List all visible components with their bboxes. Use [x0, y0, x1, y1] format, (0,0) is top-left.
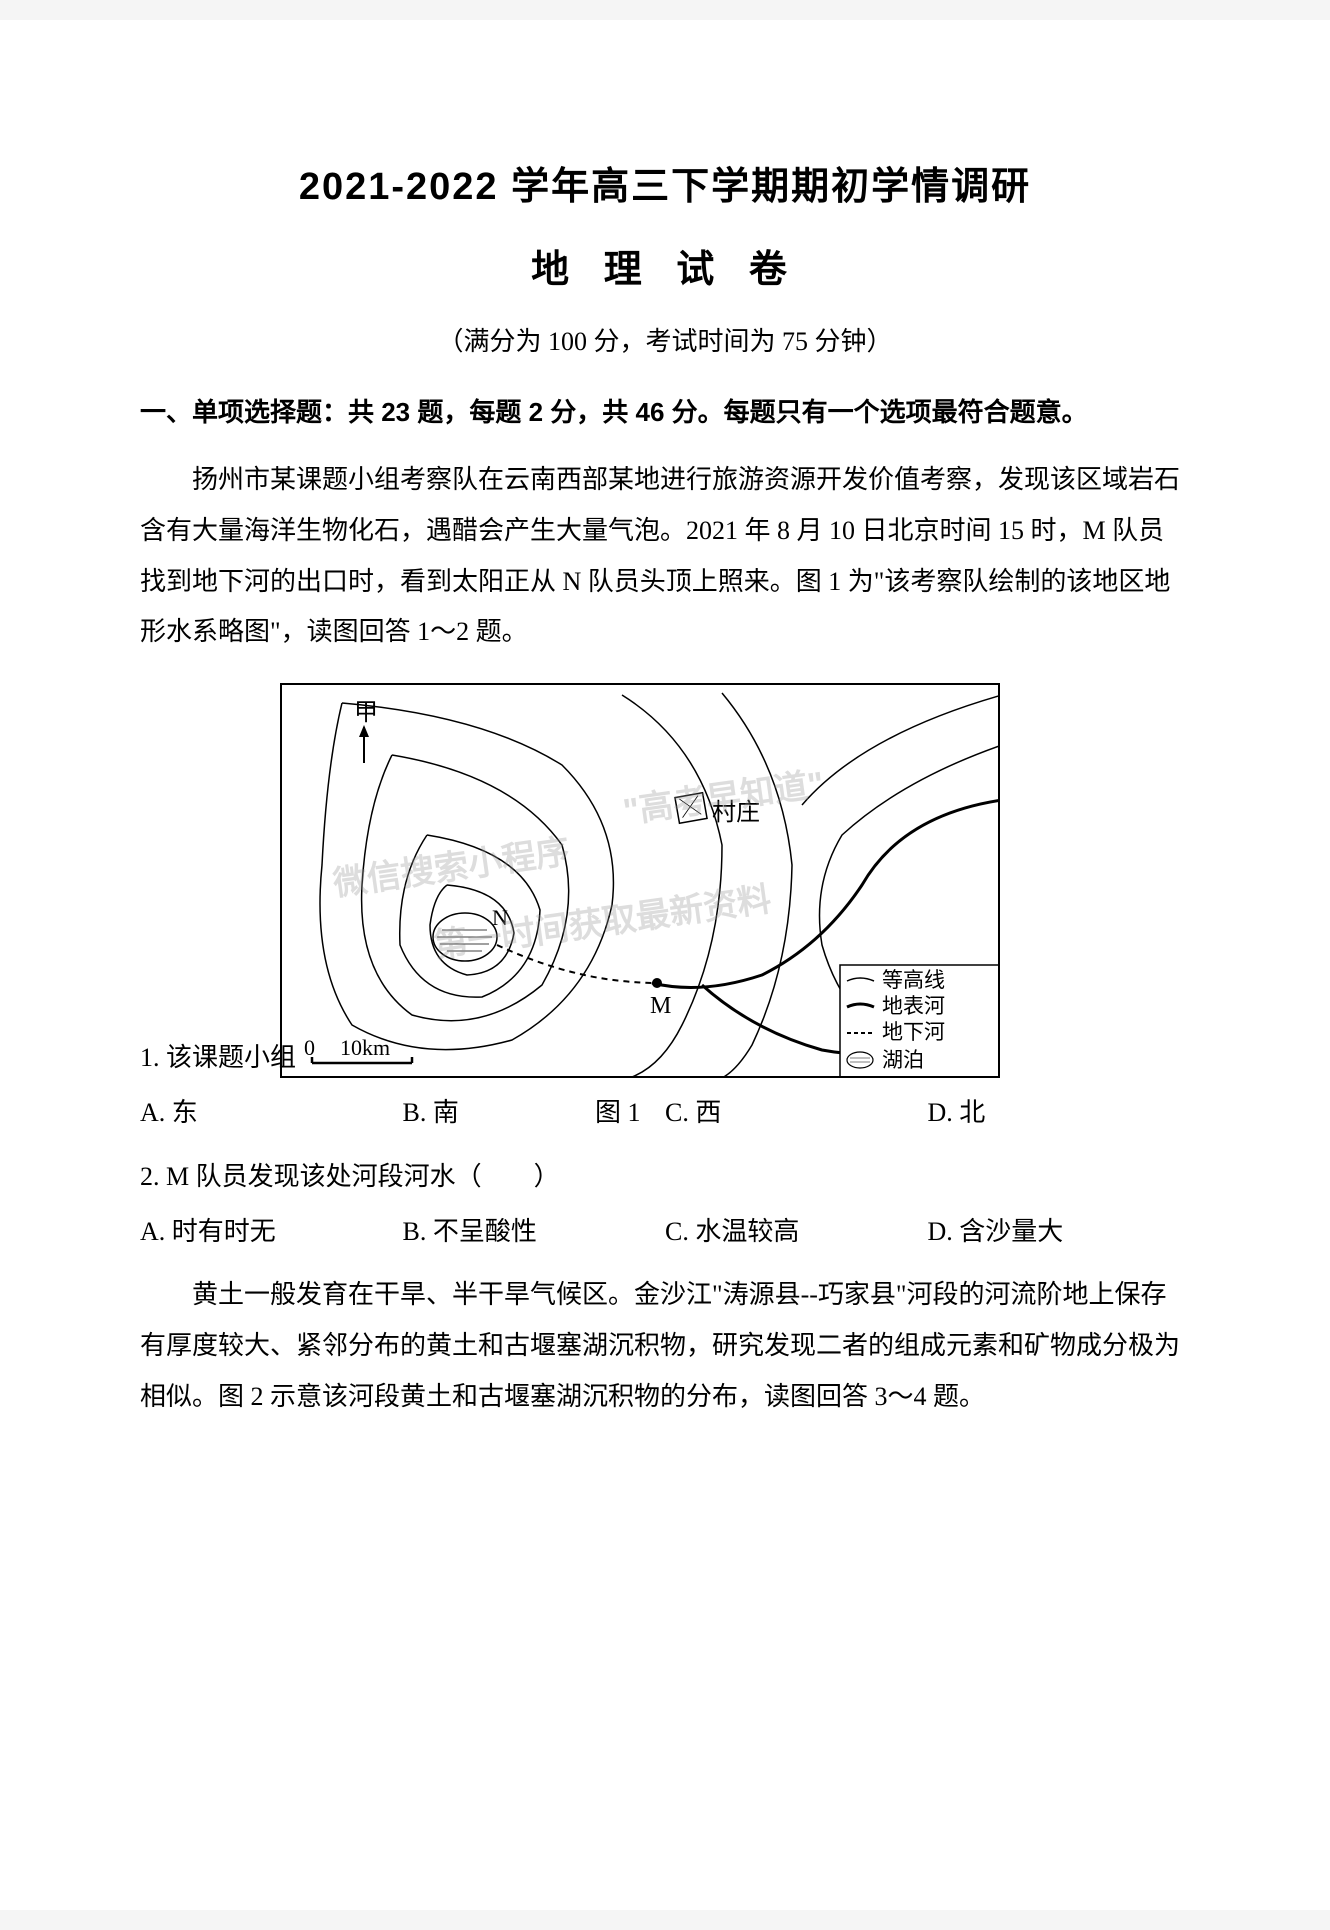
- passage-2: 黄土一般发育在干旱、半干旱气候区。金沙江"涛源县--巧家县"河段的河流阶地上保存…: [140, 1270, 1190, 1422]
- q2-option-c: C. 水温较高: [665, 1207, 928, 1256]
- page-title-main: 2021-2022 学年高三下学期期初学情调研: [140, 155, 1190, 210]
- question-2-stem-row: 2. M 队员发现该处河段河水（ ）: [140, 1152, 1190, 1201]
- figure-1-caption: 图 1: [595, 1088, 641, 1137]
- figure-1-container: 甲: [140, 683, 1190, 1078]
- question-2-stem: M 队员发现该处河段河水（ ）: [166, 1162, 560, 1191]
- figure-1-map: 甲: [280, 683, 1000, 1078]
- svg-text:10km: 10km: [340, 1035, 390, 1060]
- q2-option-b: B. 不呈酸性: [403, 1207, 666, 1256]
- question-1-number: 1.: [140, 1043, 160, 1072]
- svg-text:地下河: 地下河: [882, 1020, 945, 1044]
- village-icon: [675, 793, 707, 823]
- north-arrow-icon: 甲: [354, 700, 378, 763]
- q1-option-d: D. 北: [928, 1088, 1191, 1137]
- scale-bar: 0 10km: [304, 1035, 412, 1063]
- question-1-stem-row: 1. 该课题小组: [140, 1037, 296, 1074]
- passage-1: 扬州市某课题小组考察队在云南西部某地进行旅游资源开发价值考察，发现该区域岩石含有…: [140, 455, 1190, 658]
- map-svg: 甲: [282, 685, 1000, 1078]
- svg-text:等高线: 等高线: [882, 968, 945, 992]
- map-legend: 等高线 地表河 地下河 湖泊: [840, 965, 1000, 1078]
- svg-text:0: 0: [304, 1035, 315, 1060]
- exam-meta-info: （满分为 100 分，考试时间为 75 分钟）: [140, 321, 1190, 358]
- point-m-label: M: [650, 993, 671, 1019]
- exam-page: 2021-2022 学年高三下学期期初学情调研 地 理 试 卷 （满分为 100…: [0, 20, 1330, 1910]
- q2-option-d: D. 含沙量大: [928, 1207, 1191, 1256]
- village-label: 村庄: [712, 799, 760, 826]
- section-1-header: 一、单项选择题：共 23 题，每题 2 分，共 46 分。每题只有一个选项最符合…: [140, 388, 1190, 437]
- svg-text:湖泊: 湖泊: [882, 1048, 924, 1072]
- q1-option-a: A. 东: [140, 1088, 403, 1137]
- question-2-number: 2.: [140, 1162, 160, 1191]
- svg-text:地表河: 地表河: [882, 994, 945, 1018]
- question-2-options: A. 时有时无 B. 不呈酸性 C. 水温较高 D. 含沙量大: [140, 1207, 1190, 1256]
- point-m-icon: [652, 978, 662, 988]
- page-title-sub: 地 理 试 卷: [140, 238, 1190, 293]
- underground-river: [497, 945, 654, 983]
- question-1-options: A. 东 B. 南 图 1 C. 西 D. 北: [140, 1088, 1190, 1137]
- q2-option-a: A. 时有时无: [140, 1207, 403, 1256]
- lake-icon: [433, 913, 497, 961]
- question-1-stem: 该课题小组: [166, 1043, 296, 1072]
- point-n-label: N: [492, 905, 508, 930]
- q1-option-c: C. 西: [665, 1098, 721, 1127]
